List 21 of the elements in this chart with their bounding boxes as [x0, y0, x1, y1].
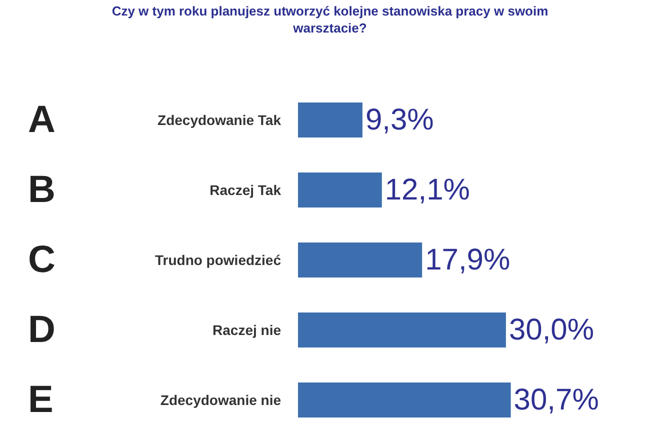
text: A	[28, 99, 56, 141]
chart-title: Czy w tym roku planujesz utworzyć kolejne stanowiska pracy w swoim warsztacie?	[112, 3, 548, 36]
bar	[298, 382, 511, 418]
text: E	[28, 379, 54, 421]
data-label: 30,0%	[508, 314, 594, 346]
data-label: 9,3%	[365, 104, 434, 136]
bar	[298, 242, 422, 278]
text: B	[28, 169, 56, 211]
text: C	[28, 239, 56, 281]
y-tick-label: Raczej nie	[212, 322, 282, 338]
data-label: 17,9%	[425, 244, 510, 276]
data-label: 12,1%	[384, 174, 470, 206]
bar	[298, 102, 362, 138]
data-label: 30,7%	[514, 384, 599, 416]
y-tick-label: Zdecydowanie Tak	[158, 112, 282, 128]
y-tick-label: Zdecydowanie nie	[160, 392, 282, 408]
text: D	[28, 309, 56, 351]
bar	[298, 312, 506, 348]
y-tick-label: Raczej Tak	[210, 182, 282, 198]
y-tick-label: Trudno powiedzieć	[154, 252, 282, 268]
bar	[298, 172, 382, 208]
